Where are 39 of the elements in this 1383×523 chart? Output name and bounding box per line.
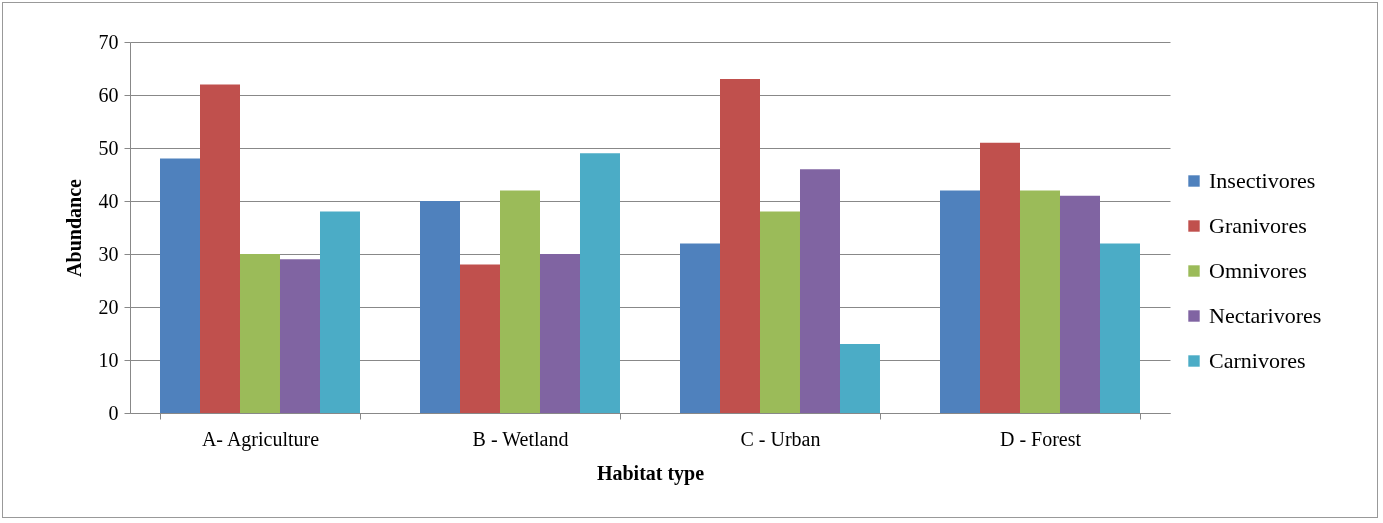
bar bbox=[980, 142, 1020, 413]
bar bbox=[240, 254, 280, 413]
y-tick-label: 70 bbox=[98, 30, 119, 53]
y-tick-label: 50 bbox=[98, 136, 119, 159]
bar bbox=[680, 243, 720, 413]
bar bbox=[320, 211, 360, 413]
legend-label: Insectivores bbox=[1209, 168, 1316, 193]
bar bbox=[500, 190, 540, 413]
bar bbox=[720, 79, 760, 413]
y-tick-label: 60 bbox=[98, 83, 119, 106]
y-tick-label: 10 bbox=[98, 348, 119, 371]
x-tick-label: D - Forest bbox=[999, 427, 1082, 450]
y-tick-label: 40 bbox=[98, 189, 119, 212]
bar bbox=[940, 190, 980, 413]
bar bbox=[420, 201, 460, 413]
bar bbox=[800, 169, 840, 413]
y-tick-label: 0 bbox=[108, 401, 119, 424]
bar bbox=[1060, 195, 1100, 413]
bar bbox=[280, 259, 320, 413]
x-tick-label: B - Wetland bbox=[472, 427, 569, 450]
y-axis-title: Abundance bbox=[62, 178, 85, 277]
bar bbox=[760, 211, 800, 413]
legend-label: Carnivores bbox=[1209, 348, 1306, 373]
bar bbox=[200, 84, 240, 413]
bar bbox=[1100, 243, 1140, 413]
legend-label: Granivores bbox=[1209, 213, 1307, 238]
legend-label: Omnivores bbox=[1209, 258, 1307, 283]
x-tick-label: A- Agriculture bbox=[201, 427, 320, 451]
bar bbox=[580, 153, 620, 413]
bar bbox=[460, 264, 500, 413]
x-tick-label: C - Urban bbox=[740, 427, 821, 450]
y-tick-label: 20 bbox=[98, 295, 119, 318]
bar bbox=[540, 254, 580, 413]
bar bbox=[1020, 190, 1060, 413]
legend-label: Nectarivores bbox=[1209, 303, 1322, 328]
bar bbox=[840, 344, 880, 413]
bar bbox=[160, 158, 200, 413]
y-tick-label: 30 bbox=[98, 242, 119, 265]
x-axis-title: Habitat type bbox=[596, 461, 705, 485]
